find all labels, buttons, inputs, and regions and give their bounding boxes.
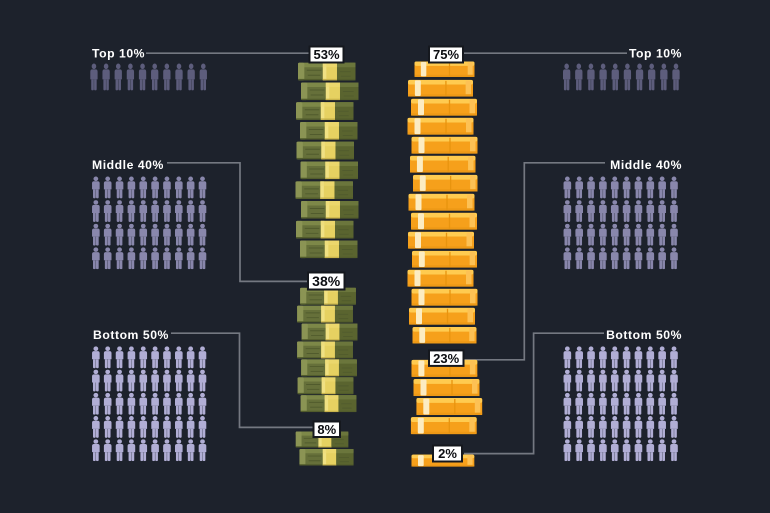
- svg-text:Top 10%: Top 10%: [92, 47, 145, 61]
- svg-text:Bottom 50%: Bottom 50%: [606, 328, 682, 342]
- svg-text:23%: 23%: [433, 351, 459, 366]
- svg-text:8%: 8%: [317, 422, 336, 437]
- svg-text:Middle 40%: Middle 40%: [92, 158, 164, 172]
- svg-text:Top 10%: Top 10%: [629, 47, 682, 61]
- svg-text:75%: 75%: [433, 47, 459, 62]
- svg-text:38%: 38%: [312, 273, 341, 289]
- svg-text:Middle 40%: Middle 40%: [610, 158, 682, 172]
- svg-text:2%: 2%: [438, 446, 457, 461]
- svg-text:Bottom 50%: Bottom 50%: [93, 328, 169, 342]
- svg-text:53%: 53%: [313, 47, 339, 62]
